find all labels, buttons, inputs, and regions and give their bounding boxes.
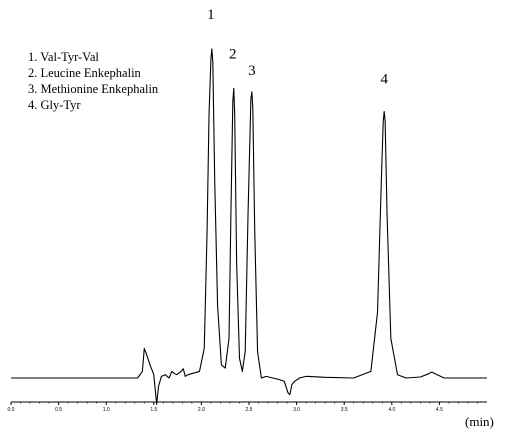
x-tick-label-0: 0.0 (8, 407, 15, 413)
legend-entry-3: 3. Methionine Enkephalin (28, 82, 159, 96)
legend: 1. Val-Tyr-Val 2. Leucine Enkephalin 3. … (28, 50, 159, 112)
x-axis: 0.0 0.5 1.0 1.5 2.0 2.5 3.0 3.5 4.0 4.5 (8, 401, 487, 413)
plot-line-layer (11, 48, 487, 405)
peak-label-layer: 1 23 4 (207, 7, 388, 88)
peak-label-3: 3 (248, 63, 256, 79)
legend-entry-4: 4. Gly-Tyr (28, 98, 81, 112)
x-tick-label-4: 2.0 (198, 407, 205, 413)
legend-entry-2: 2. Leucine Enkephalin (28, 66, 142, 80)
peak-label-2: 2 (229, 47, 237, 63)
legend-entry-1: 1. Val-Tyr-Val (28, 50, 99, 64)
x-tick-label-5: 2.5 (246, 407, 253, 413)
x-axis-unit-label: (min) (465, 414, 494, 429)
x-tick-label-3: 1.5 (150, 407, 157, 413)
x-tick-label-2: 1.0 (103, 407, 110, 413)
x-tick-label-7: 3.5 (341, 407, 348, 413)
x-tick-label-9: 4.5 (436, 407, 443, 413)
peak-label-1: 1 (207, 7, 215, 23)
series-line-1 (11, 48, 487, 405)
x-tick-label-1: 0.5 (55, 407, 62, 413)
x-tick-label-8: 4.0 (388, 407, 395, 413)
x-tick-label-6: 3.0 (293, 407, 300, 413)
peak-label-4: 4 (380, 72, 388, 88)
